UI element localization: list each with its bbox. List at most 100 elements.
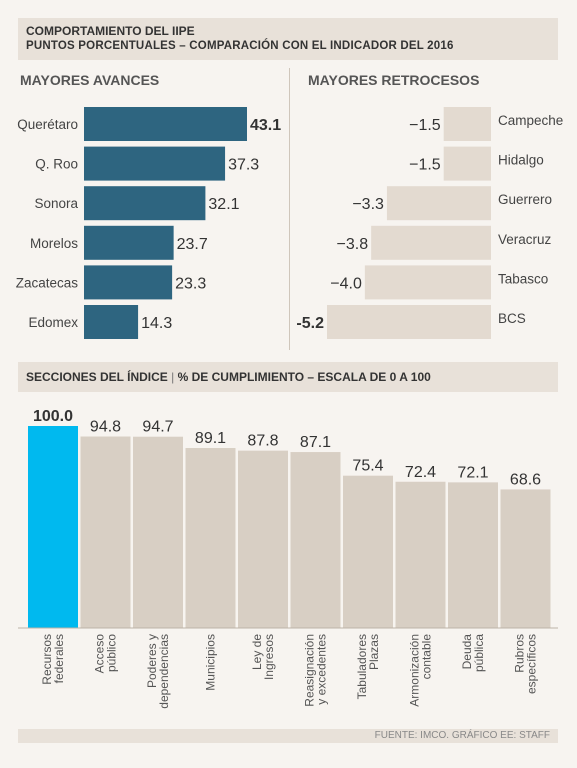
section-bar — [28, 426, 78, 628]
section-category-line: pública — [472, 634, 486, 672]
section-category-line: Tabuladores — [355, 634, 369, 699]
retreat-value-label: −4.0 — [330, 275, 362, 292]
advance-state-label: Sonora — [34, 196, 78, 211]
section-category-line: Plazas — [367, 634, 381, 670]
sections-header: SECCIONES DEL ÍNDICE | % DE CUMPLIMIENTO… — [18, 362, 558, 392]
chart-title: COMPORTAMIENTO DEL IIPE — [26, 24, 195, 38]
sections-title: SECCIONES DEL ÍNDICE — [26, 370, 168, 384]
advance-state-label: Querétaro — [17, 117, 78, 132]
section-category-line: contable — [420, 634, 434, 680]
advance-value-label: 23.7 — [177, 236, 208, 253]
section-bar — [395, 481, 446, 628]
sections-subtitle: % DE CUMPLIMIENTO – ESCALA DE 0 A 100 — [177, 370, 431, 384]
panel-divider — [289, 68, 290, 350]
advances-title: MAYORES AVANCES — [20, 72, 160, 88]
retreat-bar — [443, 107, 491, 141]
footer: FUENTE: IMCO. GRÁFICO EE: STAFF — [18, 729, 558, 743]
section-bar — [290, 452, 341, 628]
section-category-line: Recursos — [40, 634, 54, 685]
advance-bar — [84, 265, 173, 300]
advance-value-label: 32.1 — [208, 196, 239, 213]
section-category-line: Reasignación — [303, 634, 317, 707]
section-value-label: 89.1 — [195, 430, 226, 447]
chart-subtitle: PUNTOS PORCENTUALES – COMPARACIÓN CON EL… — [26, 40, 454, 52]
advance-bar — [84, 305, 139, 339]
section-value-label: 94.7 — [142, 419, 173, 436]
section-category-line: y excedentes — [315, 634, 329, 705]
sections-separator: | — [171, 370, 175, 384]
retreat-state-label: Veracruz — [498, 232, 552, 247]
retreat-value-label: -5.2 — [296, 315, 324, 332]
section-value-label: 100.0 — [33, 408, 73, 425]
section-category-line: Poderes y — [145, 634, 159, 688]
retreat-state-label: Campeche — [498, 113, 563, 128]
section-bar — [448, 482, 498, 628]
section-category-label: Municipios — [204, 634, 218, 691]
retreat-value-label: −1.5 — [409, 117, 441, 134]
section-value-label: 72.1 — [457, 464, 488, 481]
section-bar — [185, 448, 236, 628]
advance-bar — [84, 186, 206, 221]
advance-bar — [84, 225, 174, 260]
section-category-line: Acceso — [93, 634, 107, 674]
section-category-line: Deuda — [460, 634, 474, 670]
chart-header: COMPORTAMIENTO DEL IIPE PUNTOS PORCENTUA… — [18, 18, 558, 60]
advance-value-label: 37.3 — [228, 157, 259, 174]
retreat-bar — [386, 186, 491, 221]
section-category-line: Ingresos — [262, 634, 276, 680]
section-bar — [500, 489, 551, 628]
advances-chart: Querétaro 43.1 Q. Roo 37.3 Sonora 32.1 Morelos… — [16, 107, 281, 339]
advance-value-label: 14.3 — [141, 315, 172, 332]
advance-state-label: Q. Roo — [35, 157, 78, 172]
retreat-bar — [327, 305, 491, 339]
section-value-label: 68.6 — [510, 471, 541, 488]
retreat-value-label: −3.3 — [352, 196, 384, 213]
section-category-line: Ley de — [250, 634, 264, 670]
retreat-bar — [371, 225, 491, 260]
section-category-line: Municipios — [204, 634, 218, 691]
sections-title-row: SECCIONES DEL ÍNDICE | % DE CUMPLIMIENTO… — [26, 370, 431, 384]
section-category-line: federales — [52, 634, 66, 683]
section-value-label: 72.4 — [405, 464, 436, 481]
section-category-line: específicos — [525, 634, 539, 694]
advance-value-label: 43.1 — [250, 117, 281, 134]
section-bar — [80, 436, 131, 628]
section-value-label: 87.8 — [247, 433, 278, 450]
retreat-bar — [443, 146, 491, 181]
section-value-label: 75.4 — [352, 458, 383, 475]
section-value-label: 94.8 — [90, 419, 121, 436]
advance-state-label: Morelos — [30, 236, 78, 251]
retreat-value-label: −3.8 — [337, 236, 369, 253]
retreat-bar — [364, 265, 491, 300]
section-value-label: 87.1 — [300, 434, 331, 451]
advance-value-label: 23.3 — [175, 275, 206, 292]
section-bar — [238, 450, 288, 628]
source-note: FUENTE: IMCO. GRÁFICO EE: STAFF — [374, 730, 550, 741]
section-bar — [343, 475, 393, 628]
advance-state-label: Zacatecas — [16, 275, 79, 290]
section-bar — [133, 436, 183, 628]
retreat-state-label: Hidalgo — [498, 153, 544, 168]
advance-bar — [84, 146, 226, 181]
retreat-state-label: Guerrero — [498, 192, 552, 207]
section-category-line: Armonización — [408, 634, 422, 707]
advance-state-label: Edomex — [28, 315, 78, 330]
section-category-line: público — [105, 634, 119, 672]
section-category-line: dependencias — [157, 634, 171, 709]
advance-bar — [84, 107, 247, 141]
section-category-line: Rubros — [513, 634, 527, 673]
retreat-value-label: −1.5 — [409, 157, 441, 174]
retreats-title: MAYORES RETROCESOS — [308, 72, 480, 88]
retreat-state-label: Tabasco — [498, 271, 548, 286]
retreats-chart: −1.5 Campeche −1.5 Hidalgo −3.3 Guerrero −3.8 V… — [296, 107, 563, 339]
